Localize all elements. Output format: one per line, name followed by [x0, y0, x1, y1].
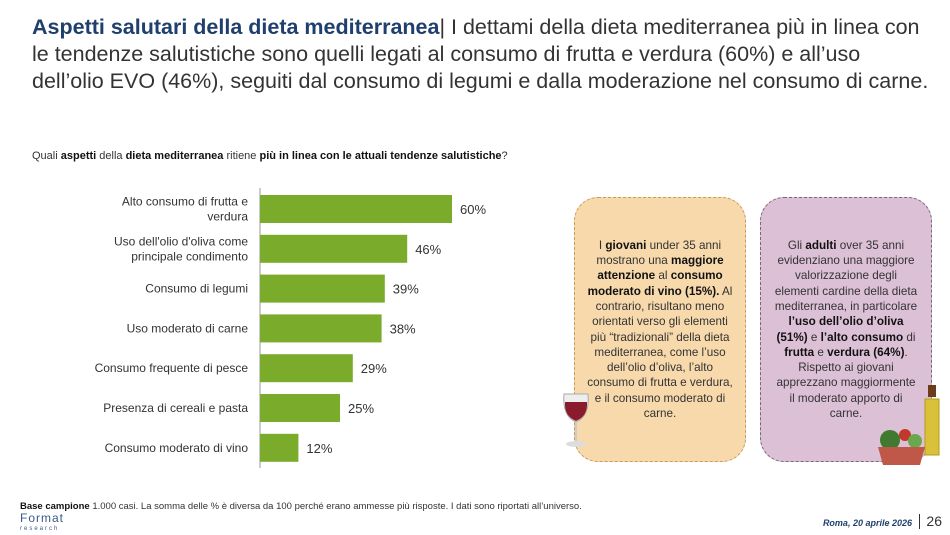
- callout-text-part: al: [655, 269, 671, 283]
- page-number: 26: [919, 514, 942, 529]
- date: Roma, 20 aprile 2026: [822, 518, 912, 528]
- question-part: della: [96, 150, 126, 162]
- callout-text-part: consumo moderato di vino (15%).: [587, 269, 723, 298]
- bar-value-label: 46%: [415, 242, 441, 257]
- question-part: ?: [501, 150, 508, 162]
- category-label: Presenza di cereali e pasta: [103, 401, 248, 415]
- callout-text-part: giovani: [605, 238, 647, 252]
- category-label: Consumo moderato di vino: [105, 441, 249, 455]
- category-label: Consumo di legumi: [145, 282, 248, 296]
- format-research-logo: Format research: [20, 511, 65, 535]
- category-label: Alto consumo di frutta e verdura: [122, 195, 248, 224]
- bar: [260, 314, 382, 343]
- question-part: dieta mediterranea: [125, 150, 224, 162]
- category-label: Consumo frequente di pesce: [95, 361, 249, 375]
- bar-value-label: 12%: [306, 441, 332, 456]
- bar-chart: 60% Alto consumo di frutta e verdura 46% Uso…: [95, 188, 486, 468]
- callout-text-part: Al contrario, risultano meno orientati v…: [587, 284, 733, 420]
- page-title: Aspetti salutari della dieta mediterrane…: [32, 14, 932, 95]
- callout-text-part: maggiore attenzione: [597, 254, 724, 283]
- footnote-label: Base campione: [20, 501, 90, 512]
- callout-text-part: verdura (64%): [827, 345, 905, 359]
- callout-text-part: e: [814, 345, 828, 359]
- footnote-text: 1.000 casi. La somma delle % è diversa d…: [89, 501, 582, 512]
- callout-text-part: di: [903, 330, 916, 344]
- logo-sub: research: [20, 526, 60, 532]
- question-part: Quali: [32, 150, 61, 162]
- callout-text-part: over 35 anni evidenziano una maggiore va…: [774, 238, 918, 313]
- callout-text-part: adulti: [805, 238, 837, 252]
- callout-text-part: . Rispetto ai giovani apprezzano maggior…: [776, 345, 916, 420]
- bar: [260, 234, 408, 263]
- question-part: ritiene: [223, 150, 260, 162]
- question-part: più in linea con le attuali tendenze sal…: [259, 150, 502, 162]
- bar-value-label: 29%: [361, 361, 387, 376]
- bar-value-label: 60%: [460, 202, 486, 217]
- bar-value-label: 39%: [393, 282, 419, 297]
- title-rest: | I dettami della dieta mediterranea più…: [32, 15, 929, 93]
- bar: [260, 433, 299, 462]
- callout-text-part: l’alto consumo: [820, 330, 904, 344]
- bar-value-label: 25%: [348, 401, 374, 416]
- callout-text-part: e: [807, 330, 821, 344]
- logo-name: Format: [20, 511, 65, 525]
- title-bold: Aspetti salutari della dieta mediterrane…: [32, 15, 440, 39]
- wine-glass-icon: [563, 393, 589, 447]
- adult-callout: Gli adulti over 35 anni evidenziano una …: [760, 197, 932, 462]
- olive-oil-basket-icon: [878, 385, 940, 465]
- bar: [260, 195, 452, 223]
- category-label: Uso moderato di carne: [127, 321, 249, 335]
- chart-question: Quali aspetti della dieta mediterranea r…: [32, 150, 508, 162]
- callout-text-part: I: [598, 238, 606, 252]
- category-label: Uso dell'olio d'oliva come principale con…: [114, 234, 248, 263]
- adult-callout-text: Gli adulti over 35 anni evidenziano una …: [773, 238, 919, 422]
- footnote: Base campione 1.000 casi. La somma delle…: [20, 501, 582, 512]
- question-part: aspetti: [60, 150, 97, 162]
- bar: [260, 354, 353, 383]
- bar-value-label: 38%: [390, 321, 416, 336]
- bar: [260, 274, 385, 303]
- bar: [260, 394, 340, 422]
- callout-text-part: l’uso dell’olio d’oliva (51%): [776, 315, 904, 344]
- young-callout: I giovani under 35 anni mostrano una mag…: [574, 197, 746, 462]
- callout-text-part: Gli: [787, 238, 806, 252]
- young-callout-text: I giovani under 35 anni mostrano una mag…: [587, 238, 733, 422]
- callout-text-part: under 35 anni mostrano una: [596, 238, 722, 268]
- callout-text-part: frutta: [784, 345, 815, 359]
